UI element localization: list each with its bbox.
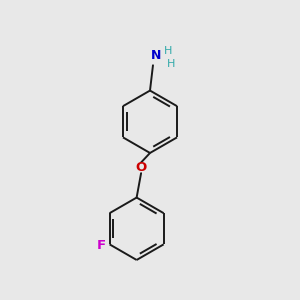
Text: F: F xyxy=(97,239,106,252)
Text: H: H xyxy=(167,59,175,69)
Text: O: O xyxy=(136,161,147,174)
Text: N: N xyxy=(152,49,162,62)
Text: H: H xyxy=(164,46,172,56)
